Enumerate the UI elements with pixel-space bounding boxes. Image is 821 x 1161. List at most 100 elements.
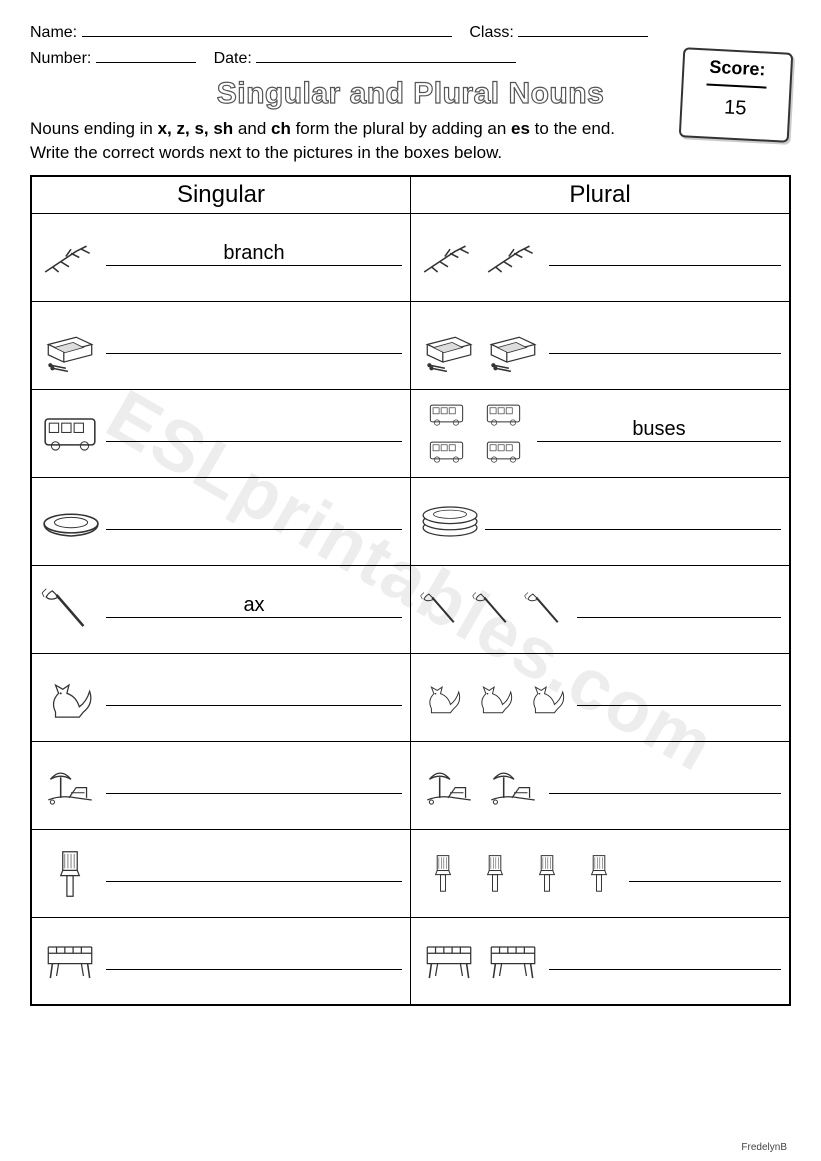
- score-total: 15: [682, 94, 789, 123]
- fox-icon: [471, 675, 519, 719]
- plural-cell: [411, 829, 791, 917]
- col-plural: Plural: [411, 176, 791, 214]
- score-blank-line[interactable]: [706, 83, 766, 88]
- date-input-line[interactable]: [256, 62, 516, 63]
- header-fields: Name: Class: Number: Date:: [30, 20, 791, 71]
- singular-answer-line[interactable]: ax: [106, 594, 402, 618]
- instr-text: to the end.: [530, 119, 615, 138]
- bench-icon: [419, 934, 479, 989]
- singular-answer-line[interactable]: [106, 506, 402, 530]
- table-row: [31, 741, 790, 829]
- worksheet-title: Singular and Plural Nouns: [217, 77, 605, 110]
- fox-icon: [523, 675, 571, 719]
- class-input-line[interactable]: [518, 36, 648, 37]
- name-input-line[interactable]: [82, 36, 452, 37]
- matchbox-icon: [419, 318, 479, 373]
- plural-answer-line[interactable]: [549, 330, 781, 354]
- beach-icon: [40, 758, 100, 813]
- bench-icon: [483, 934, 543, 989]
- instr-text: Nouns ending in: [30, 119, 158, 138]
- plural-answer-line[interactable]: [485, 506, 781, 530]
- instr-bold: es: [511, 119, 530, 138]
- branch-icon: [40, 230, 100, 285]
- singular-answer-line[interactable]: [106, 770, 402, 794]
- branch-icon: [483, 230, 543, 285]
- number-label: Number:: [30, 50, 91, 67]
- dishes-icon: [419, 494, 479, 549]
- plural-answer-line[interactable]: [549, 770, 781, 794]
- worksheet-table: Singular Plural branch buses ax: [30, 175, 791, 1007]
- plural-answer-line[interactable]: [549, 242, 781, 266]
- plural-answer-line[interactable]: [577, 682, 781, 706]
- instr-bold: ch: [271, 119, 291, 138]
- bus-icon: [476, 397, 531, 432]
- brush-icon: [419, 851, 467, 895]
- singular-cell: [31, 829, 411, 917]
- singular-answer-line[interactable]: [106, 946, 402, 970]
- plural-cell: [411, 653, 791, 741]
- brush-icon: [523, 851, 571, 895]
- singular-cell: [31, 917, 411, 1005]
- beach-icon: [419, 758, 479, 813]
- table-row: ax: [31, 565, 790, 653]
- table-row: [31, 477, 790, 565]
- instr-bold: x, z, s, sh: [158, 119, 234, 138]
- plural-cell: [411, 917, 791, 1005]
- table-row: [31, 301, 790, 389]
- plural-cell: [411, 565, 791, 653]
- table-row: branch: [31, 213, 790, 301]
- singular-answer-line[interactable]: [106, 418, 402, 442]
- credit: FredelynB: [741, 1142, 787, 1153]
- fox-icon: [40, 670, 100, 725]
- plural-cell: [411, 213, 791, 301]
- title-area: Singular and Plural Nouns: [30, 77, 791, 111]
- ax-icon: [471, 587, 519, 631]
- bus-icon: [476, 434, 531, 469]
- plural-answer-line[interactable]: [629, 858, 781, 882]
- singular-cell: [31, 301, 411, 389]
- date-label: Date:: [214, 50, 252, 67]
- col-singular: Singular: [31, 176, 411, 214]
- instructions: Nouns ending in x, z, s, sh and ch form …: [30, 117, 791, 165]
- plural-cell: buses: [411, 389, 791, 477]
- singular-cell: branch: [31, 213, 411, 301]
- singular-cell: [31, 741, 411, 829]
- matchbox-icon: [483, 318, 543, 373]
- beach-icon: [483, 758, 543, 813]
- ax-icon: [419, 587, 467, 631]
- bus-icon: [419, 434, 474, 469]
- instr-text: Write the correct words next to the pict…: [30, 143, 502, 162]
- brush-icon: [471, 851, 519, 895]
- instr-text: form the plural by adding an: [291, 119, 511, 138]
- plural-answer-line[interactable]: [577, 594, 781, 618]
- singular-cell: [31, 653, 411, 741]
- branch-icon: [419, 230, 479, 285]
- singular-answer-line[interactable]: branch: [106, 242, 402, 266]
- bus-icon: [419, 397, 474, 432]
- plural-cell: [411, 477, 791, 565]
- instr-text: and: [233, 119, 271, 138]
- plural-cell: [411, 741, 791, 829]
- plural-answer-line[interactable]: buses: [537, 418, 781, 442]
- dish-icon: [40, 494, 100, 549]
- plural-answer-line[interactable]: [549, 946, 781, 970]
- table-row: [31, 829, 790, 917]
- score-label: Score:: [684, 55, 791, 82]
- singular-answer-line[interactable]: [106, 858, 402, 882]
- singular-answer-line[interactable]: [106, 330, 402, 354]
- ax-icon: [40, 582, 100, 637]
- table-row: buses: [31, 389, 790, 477]
- singular-cell: [31, 389, 411, 477]
- fox-icon: [419, 675, 467, 719]
- score-box: Score: 15: [679, 47, 794, 143]
- singular-answer-line[interactable]: [106, 682, 402, 706]
- bench-icon: [40, 934, 100, 989]
- table-row: [31, 653, 790, 741]
- brush-icon: [575, 851, 623, 895]
- class-label: Class:: [469, 24, 513, 41]
- ax-icon: [523, 587, 571, 631]
- singular-cell: ax: [31, 565, 411, 653]
- number-input-line[interactable]: [96, 62, 196, 63]
- name-label: Name:: [30, 24, 77, 41]
- singular-cell: [31, 477, 411, 565]
